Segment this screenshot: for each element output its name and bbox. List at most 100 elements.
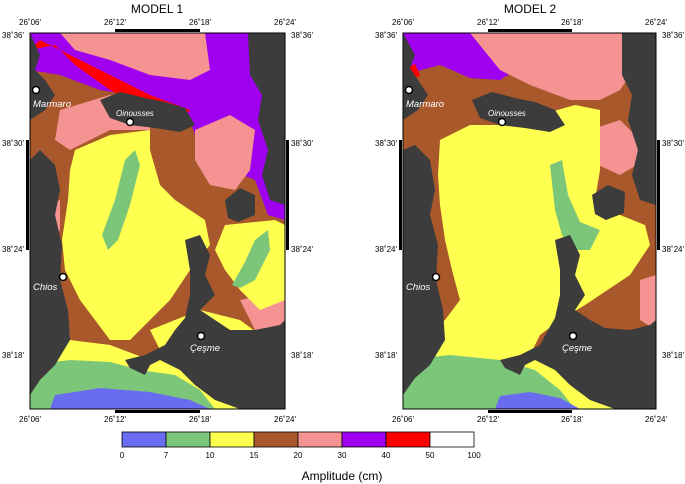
place-label-marmaro: Marmaro — [406, 99, 444, 110]
place-marker — [125, 117, 135, 127]
land-east-coast — [622, 33, 656, 205]
zone-green-central — [550, 160, 600, 250]
frame-ticks-top — [488, 29, 572, 32]
bottom-tick-label: 26˚06' — [392, 415, 414, 424]
legend-swatch — [121, 431, 167, 448]
left-tick-label: 38˚24' — [375, 245, 397, 254]
map-model-1: MODEL 1 — [2, 2, 313, 424]
map-title: MODEL 1 — [131, 2, 184, 16]
legend-break-label: 15 — [250, 451, 259, 460]
land-marmaro — [30, 33, 55, 120]
place-marker — [31, 85, 41, 95]
frame-ticks-bottom — [488, 410, 572, 413]
legend-swatches — [121, 431, 475, 448]
legend-break-label: 50 — [426, 451, 435, 460]
legend-swatch — [209, 431, 255, 448]
frame-ticks-top — [115, 29, 200, 32]
legend-break-label: 30 — [338, 451, 347, 460]
legend-break-label: 40 — [382, 451, 391, 460]
place-label-chios: Chios — [406, 282, 431, 293]
legend-labels: 0 7 10 15 20 30 40 50 100 — [120, 451, 481, 460]
right-tick-label: 38˚36' — [662, 31, 684, 40]
land-chios — [30, 150, 70, 395]
bottom-tick-label: 26˚12' — [477, 415, 499, 424]
legend-break-label: 7 — [164, 451, 169, 460]
land-islet-east — [592, 185, 625, 220]
top-tick-label: 26˚06' — [19, 18, 41, 27]
zone-pink-north — [470, 33, 640, 100]
zone-blue-south — [50, 388, 210, 409]
legend-swatch — [253, 431, 299, 448]
bottom-tick-label: 26˚24' — [645, 415, 667, 424]
right-tick-label: 38˚30' — [662, 139, 684, 148]
land-oinousses — [472, 92, 565, 132]
place-marker — [568, 331, 578, 341]
right-tick-label: 38˚18' — [291, 351, 313, 360]
amplitude-field — [30, 33, 285, 409]
top-tick-label: 26˚24' — [274, 18, 296, 27]
place-label-oinousses: Oinousses — [116, 109, 154, 118]
map-title: MODEL 2 — [504, 2, 557, 16]
legend-swatch — [385, 431, 431, 448]
place-label-marmaro: Marmaro — [33, 99, 71, 110]
top-tick-label: 26˚18' — [189, 18, 211, 27]
zone-pink-east — [195, 115, 255, 190]
right-tick-label: 38˚30' — [291, 139, 313, 148]
frame-ticks-right — [286, 140, 289, 250]
frame-ticks-right — [657, 140, 660, 250]
legend-swatch — [429, 431, 475, 448]
legend-break-label: 0 — [120, 451, 125, 460]
place-marker — [497, 117, 507, 127]
frame-ticks-left — [399, 140, 402, 250]
top-tick-label: 26˚06' — [392, 18, 414, 27]
bottom-tick-label: 26˚24' — [274, 415, 296, 424]
legend-break-label: 10 — [206, 451, 215, 460]
zone-yellow-central — [62, 130, 210, 340]
place-marker — [58, 272, 68, 282]
land-marmaro — [403, 33, 428, 120]
land-cesme — [125, 235, 285, 409]
left-tick-label: 38˚36' — [375, 31, 397, 40]
right-tick-label: 38˚24' — [662, 245, 684, 254]
right-tick-label: 38˚24' — [291, 245, 313, 254]
zone-blue-south — [495, 392, 580, 409]
legend-break-label: 20 — [294, 451, 303, 460]
legend-swatch — [297, 431, 343, 448]
map-model-2: MODEL 2 — [375, 2, 684, 424]
top-tick-label: 26˚18' — [561, 18, 583, 27]
left-tick-label: 38˚24' — [2, 245, 24, 254]
zone-yellow-central — [425, 105, 650, 360]
land-oinousses — [100, 92, 195, 132]
left-tick-label: 38˚30' — [2, 139, 24, 148]
map-frame — [402, 32, 657, 410]
amplitude-field — [403, 33, 656, 409]
legend-title: Amplitude (cm) — [302, 469, 383, 483]
land-east-coast — [248, 33, 285, 205]
place-label-cesme: Çeşme — [190, 343, 220, 354]
left-tick-label: 38˚18' — [2, 351, 24, 360]
land-cesme — [500, 235, 656, 409]
bottom-tick-label: 26˚12' — [104, 415, 126, 424]
bottom-tick-label: 26˚18' — [561, 415, 583, 424]
place-marker — [431, 272, 441, 282]
zone-pink-east — [590, 120, 645, 175]
bottom-tick-label: 26˚18' — [189, 415, 211, 424]
zone-green-east — [232, 230, 270, 288]
left-tick-label: 38˚36' — [2, 31, 24, 40]
top-tick-label: 26˚12' — [477, 18, 499, 27]
zone-pink-north — [60, 33, 210, 80]
place-label-chios: Chios — [33, 282, 58, 293]
frame-ticks-left — [26, 140, 29, 250]
right-tick-label: 38˚36' — [291, 31, 313, 40]
legend-break-label: 100 — [467, 451, 481, 460]
place-label-cesme: Çeşme — [562, 343, 592, 354]
map-frame — [29, 32, 286, 410]
zone-purple — [30, 33, 285, 220]
place-marker — [196, 331, 206, 341]
left-tick-label: 38˚30' — [375, 139, 397, 148]
place-label-oinousses: Oinousses — [488, 109, 526, 118]
top-tick-label: 26˚24' — [645, 18, 667, 27]
top-tick-label: 26˚12' — [104, 18, 126, 27]
legend-swatch — [165, 431, 211, 448]
